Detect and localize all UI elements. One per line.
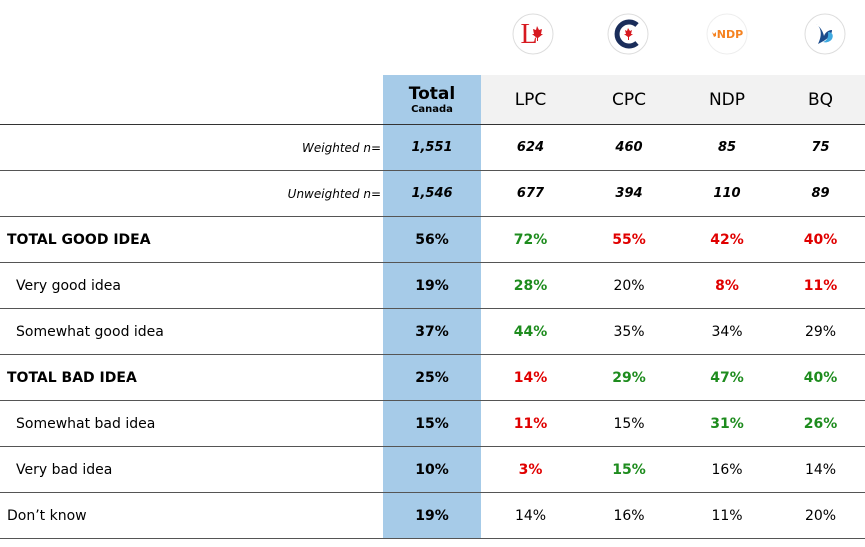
party-header: LPC [481,75,580,125]
party-cell: 40% [776,216,865,263]
party-cell: 44% [481,308,580,355]
party-cell: 31% [678,400,776,447]
party-cell: 75 [776,124,865,171]
total-cell: 1,546 [383,170,481,217]
total-cell: 25% [383,354,481,401]
total-header: Total Canada [383,75,481,125]
party-cell: 15% [580,446,678,493]
party-cell: 72% [481,216,580,263]
row-label: Somewhat bad idea [0,400,383,447]
row: Very good idea 19% 28% 20% 8% 11% [0,262,865,309]
party-cell: 35% [580,308,678,355]
row-label: Don’t know [0,492,383,539]
party-cell: 677 [481,170,580,217]
party-cell: 42% [678,216,776,263]
party-cell: 26% [776,400,865,447]
row-label: Somewhat good idea [0,308,383,355]
party-cell: 47% [678,354,776,401]
party-cell: 110 [678,170,776,217]
row: Very bad idea 10% 3% 15% 16% 14% [0,446,865,493]
party-header: CPC [580,75,678,125]
row: Somewhat bad idea 15% 11% 15% 31% 26% [0,400,865,447]
total-sub: Canada [411,104,453,115]
party-cell: 624 [481,124,580,171]
total-cell: 15% [383,400,481,447]
party-cell: 89 [776,170,865,217]
total-cell: 19% [383,492,481,539]
bq-logo [804,13,846,55]
party-cell: 28% [481,262,580,309]
party-cell: 14% [776,446,865,493]
total-cell: 10% [383,446,481,493]
party-cell: 14% [481,492,580,539]
row: Unweighted n= 1,546 677 394 110 89 [0,170,865,217]
party-cell: 85 [678,124,776,171]
party-cell: 11% [678,492,776,539]
party-cell: 3% [481,446,580,493]
party-cell: 16% [678,446,776,493]
party-cell: 8% [678,262,776,309]
party-header: NDP [678,75,776,125]
party-cell: 11% [481,400,580,447]
total-label: Total [408,84,456,104]
party-cell: 29% [580,354,678,401]
row-label: Unweighted n= [0,170,383,217]
party-cell: 460 [580,124,678,171]
party-cell: 34% [678,308,776,355]
party-cell: 394 [580,170,678,217]
total-cell: 56% [383,216,481,263]
row: Somewhat good idea 37% 44% 35% 34% 29% [0,308,865,355]
row: TOTAL BAD IDEA 25% 14% 29% 47% 40% [0,354,865,401]
blank [0,75,383,125]
logo-text: L [520,19,537,50]
party-cell: 15% [580,400,678,447]
row-label: Very bad idea [0,446,383,493]
row: TOTAL GOOD IDEA 56% 72% 55% 42% 40% [0,216,865,263]
party-cell: 29% [776,308,865,355]
row-label: TOTAL GOOD IDEA [0,216,383,263]
header-row: Total Canada LPC CPC NDP BQ [0,75,865,125]
party-cell: 20% [580,262,678,309]
row: Don’t know 19% 14% 16% 11% 20% [0,492,865,539]
lpc-logo: L [512,13,554,55]
party-cell: 14% [481,354,580,401]
results-table: Total Canada LPC CPC NDP BQ Weighted n= 1,… [0,75,865,539]
logo-text: NDP [717,28,743,41]
party-cell: 20% [776,492,865,539]
party-cell: 16% [580,492,678,539]
cpc-logo [607,13,649,55]
party-cell: 40% [776,354,865,401]
row-label: Weighted n= [0,124,383,171]
total-cell: 1,551 [383,124,481,171]
row-label: TOTAL BAD IDEA [0,354,383,401]
total-cell: 19% [383,262,481,309]
ndp-logo: NDP [706,13,748,55]
party-cell: 55% [580,216,678,263]
party-header: BQ [776,75,865,125]
party-cell: 11% [776,262,865,309]
total-cell: 37% [383,308,481,355]
row: Weighted n= 1,551 624 460 85 75 [0,124,865,171]
row-label: Very good idea [0,262,383,309]
